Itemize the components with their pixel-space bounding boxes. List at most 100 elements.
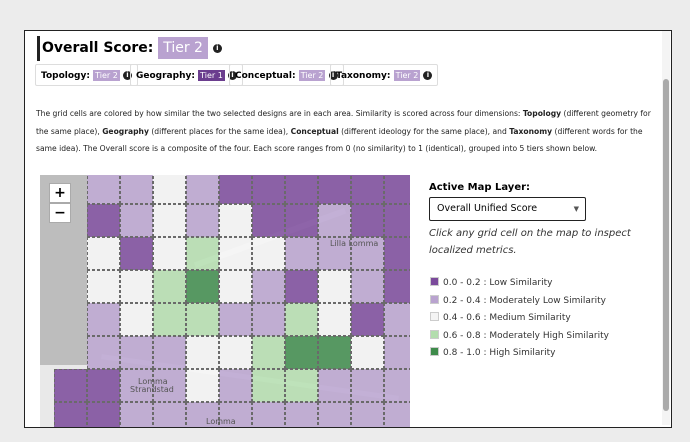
grid-cell[interactable] (252, 303, 285, 336)
grid-cell[interactable] (384, 402, 410, 427)
legend-label: 0.2 - 0.4 : Moderately Low Similarity (443, 295, 606, 306)
grid-cell[interactable] (318, 270, 351, 303)
grid-cell[interactable] (186, 336, 219, 369)
grid-cell[interactable] (87, 336, 120, 369)
description-text: Geography (102, 126, 149, 136)
grid-cell[interactable] (186, 175, 219, 204)
grid-cell[interactable] (54, 402, 87, 427)
grid-cell[interactable] (384, 369, 410, 402)
grid-cell[interactable] (384, 237, 410, 270)
grid-cell[interactable] (153, 336, 186, 369)
grid-cell[interactable] (351, 336, 384, 369)
grid-cell[interactable] (318, 369, 351, 402)
map[interactable]: Lilla Lomma Lomma Strandstad Lomma + − (40, 175, 410, 427)
grid-cell[interactable] (153, 369, 186, 402)
grid-cell[interactable] (318, 237, 351, 270)
grid-cell[interactable] (219, 402, 252, 427)
scroll-thumb[interactable] (663, 79, 669, 411)
grid-cell[interactable] (186, 303, 219, 336)
legend-item: 0.4 - 0.6 : Medium Similarity (430, 312, 571, 324)
grid-cell[interactable] (384, 270, 410, 303)
grid-cell[interactable] (351, 204, 384, 237)
grid-cell[interactable] (87, 175, 120, 204)
grid-cell[interactable] (219, 336, 252, 369)
grid-cell[interactable] (153, 402, 186, 427)
layer-value: Overall Unified Score (437, 203, 538, 214)
grid-cell[interactable] (87, 303, 120, 336)
grid-cell[interactable] (120, 303, 153, 336)
grid-cell[interactable] (285, 237, 318, 270)
grid-cell[interactable] (252, 336, 285, 369)
grid-cell[interactable] (120, 204, 153, 237)
grid-cell[interactable] (285, 303, 318, 336)
grid-cell[interactable] (351, 303, 384, 336)
grid-cell[interactable] (186, 402, 219, 427)
grid-cell[interactable] (219, 175, 252, 204)
grid-cell[interactable] (87, 270, 120, 303)
grid-cell[interactable] (120, 402, 153, 427)
grid-cell[interactable] (285, 175, 318, 204)
grid-cell[interactable] (351, 402, 384, 427)
grid-cell[interactable] (219, 237, 252, 270)
grid-cell[interactable] (252, 369, 285, 402)
grid-cell[interactable] (153, 175, 186, 204)
zoom-in[interactable]: + (49, 183, 71, 203)
grid-cell[interactable] (252, 204, 285, 237)
grid-cell[interactable] (120, 369, 153, 402)
grid-cell[interactable] (384, 303, 410, 336)
grid-cell[interactable] (285, 402, 318, 427)
place-label: Lomma (138, 377, 168, 386)
grid-cell[interactable] (120, 270, 153, 303)
grid-cell[interactable] (87, 204, 120, 237)
grid-cell[interactable] (285, 336, 318, 369)
legend-swatch (430, 329, 439, 339)
grid-cell[interactable] (252, 402, 285, 427)
grid-cell[interactable] (186, 369, 219, 402)
grid-cell[interactable] (318, 303, 351, 336)
grid-cell[interactable] (285, 204, 318, 237)
grid-cell[interactable] (351, 369, 384, 402)
grid-cell[interactable] (384, 204, 410, 237)
grid-cell[interactable] (219, 303, 252, 336)
grid-cell[interactable] (318, 402, 351, 427)
description-text: (different words for the same idea). The… (36, 126, 643, 154)
grid-cell[interactable] (186, 270, 219, 303)
grid-cell[interactable] (318, 336, 351, 369)
grid-cell[interactable] (384, 175, 410, 204)
grid-cell[interactable] (318, 204, 351, 237)
grid-cell[interactable] (153, 270, 186, 303)
grid-cell[interactable] (351, 237, 384, 270)
grid-cell[interactable] (186, 204, 219, 237)
info-icon[interactable]: i (423, 71, 433, 80)
grid-cell[interactable] (384, 336, 410, 369)
grid-cell[interactable] (285, 369, 318, 402)
zoom-out[interactable]: − (49, 203, 71, 223)
grid-cell[interactable] (351, 270, 384, 303)
grid-cell[interactable] (120, 237, 153, 270)
grid-cell[interactable] (252, 270, 285, 303)
grid-cell[interactable] (87, 369, 120, 402)
grid-cell[interactable] (285, 270, 318, 303)
grid-cell[interactable] (252, 237, 285, 270)
grid-cell[interactable] (153, 303, 186, 336)
grid-cell[interactable] (87, 237, 120, 270)
info-icon[interactable]: i (212, 43, 222, 53)
grid-cell[interactable] (153, 204, 186, 237)
grid-cell[interactable] (318, 175, 351, 204)
layer-select[interactable]: Overall Unified Score ▼ (429, 197, 586, 221)
grid-cell[interactable] (351, 175, 384, 204)
description-text: The grid cells are colored by how simila… (36, 109, 523, 118)
grid-cell[interactable] (153, 237, 186, 270)
info-icon[interactable]: i (328, 71, 338, 80)
grid-cell[interactable] (54, 369, 87, 402)
grid-cell[interactable] (252, 175, 285, 204)
grid-cell[interactable] (219, 270, 252, 303)
info-icon[interactable]: i (122, 71, 132, 80)
grid-cell[interactable] (186, 237, 219, 270)
grid-cell[interactable] (120, 175, 153, 204)
info-icon[interactable]: i (227, 71, 237, 80)
grid-cell[interactable] (120, 336, 153, 369)
grid-cell[interactable] (219, 369, 252, 402)
grid-cell[interactable] (87, 402, 120, 427)
grid-cell[interactable] (219, 204, 252, 237)
